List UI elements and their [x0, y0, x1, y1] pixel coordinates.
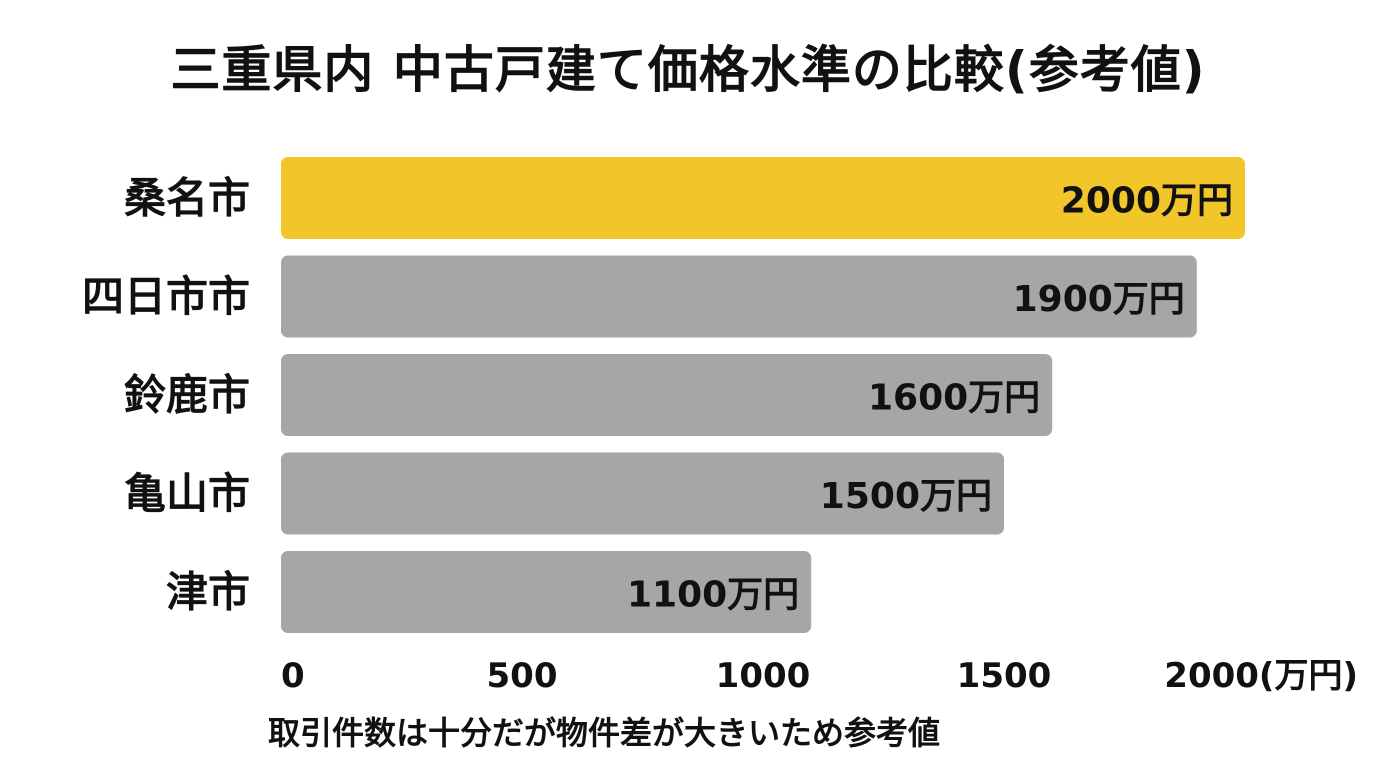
category-label: 鈴鹿市: [124, 371, 250, 420]
bar: [281, 157, 1245, 239]
category-label: 四日市市: [82, 272, 250, 321]
x-tick-label: 1000: [716, 656, 811, 696]
bar: [281, 452, 1004, 535]
data-label: 2000万円: [1061, 181, 1233, 222]
bar: [281, 551, 812, 633]
chart-note: 取引件数は十分だが物件差が大きいため参考値: [268, 714, 941, 752]
data-label: 1900万円: [1013, 279, 1185, 320]
x-tick-label: 1500: [957, 656, 1052, 696]
data-label: 1600万円: [868, 378, 1040, 419]
chart-title: 三重県内 中古戸建て価格水準の比較(参考値): [170, 41, 1206, 99]
data-label: 1500万円: [820, 476, 992, 517]
x-tick-label: 0: [281, 656, 305, 696]
category-label: 亀山市: [124, 469, 250, 518]
x-tick-label: 2000(万円): [1164, 656, 1358, 696]
x-tick-label: 500: [487, 656, 558, 696]
bar: [281, 255, 1197, 338]
category-label: 津市: [166, 568, 250, 617]
bar: [281, 354, 1053, 436]
category-label: 桑名市: [124, 174, 250, 223]
data-label: 1100万円: [627, 575, 799, 616]
